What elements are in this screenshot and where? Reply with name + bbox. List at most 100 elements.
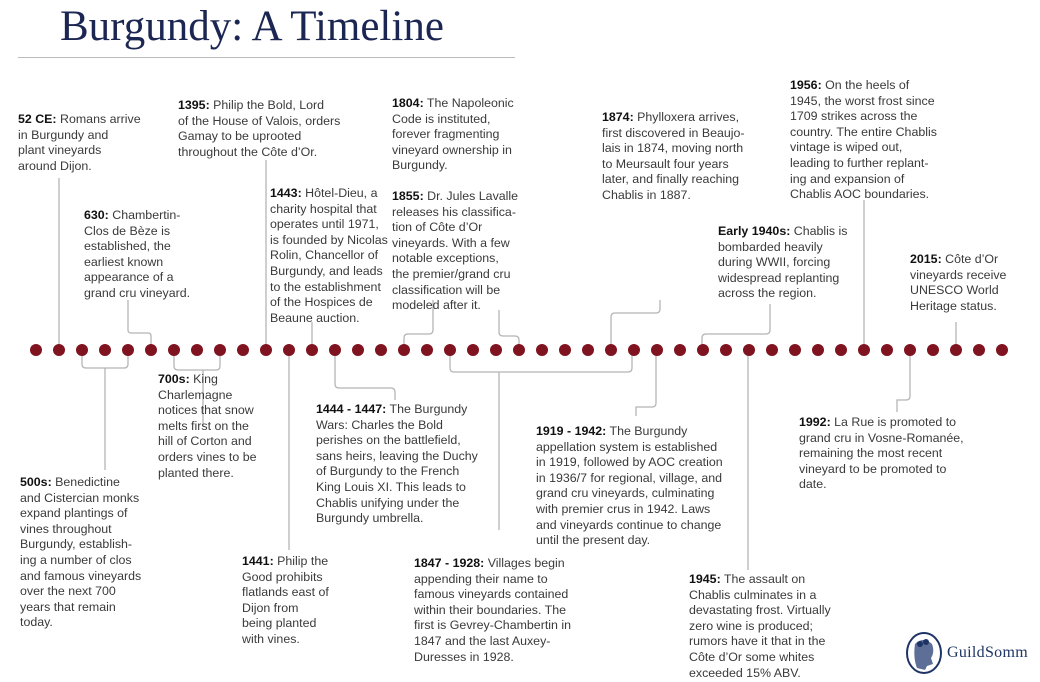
event-line: flatlands east of [242,585,329,600]
timeline-dot [214,344,226,356]
event-line: leading to further replant- [790,155,929,170]
event-line: appearance of a [84,270,174,285]
event-line: within their boundaries. The [414,602,566,617]
event-text: Côte d’Or [941,252,999,266]
event-date: 1804: [392,96,424,110]
connector-line [173,350,221,426]
event-52ce: 52 CE: Romans arrive in Burgundy and plant… [18,112,141,174]
event-date: 1847 - 1928: [414,556,485,570]
timeline-dot [881,344,893,356]
event-line: perishes on the battlefield, [316,433,461,448]
event-line: notices that snow [158,403,254,418]
timeline-dot [766,344,778,356]
event-text: The assault on [720,572,806,586]
event-line: 500s: Benedictine [20,475,141,491]
timeline-dot [973,344,985,356]
event-line: of the House of Valois, orders [178,113,341,128]
event-date: 700s: [158,372,190,386]
timeline-dot [352,344,364,356]
timeline-dot [628,344,640,356]
event-line: Early 1940s: Chablis is [718,224,848,240]
event-line: Code is instituted, [392,111,491,126]
timeline-dot [260,344,272,356]
event-line: devastating frost. Virtually [689,603,831,618]
timeline-dot [53,344,65,356]
timeline-dot [927,344,939,356]
event-line: with premier crus in 1942. Laws [536,501,711,516]
connector-line [403,300,434,350]
connector-line [334,350,396,400]
event-line: 1444 - 1447: The Burgundy [316,402,478,418]
event-line: appending their name to [414,571,548,586]
timeline-dot [237,344,249,356]
event-line: 2015: Côte d’Or [910,252,1006,268]
event-line: 1804: The Napoleonic [392,96,514,112]
event-line: grand cru vineyards, culminating [536,486,715,501]
event-line: 1709 strikes across the [790,109,918,124]
title-divider [18,57,515,58]
event-date: 630: [84,208,109,222]
timeline-dot [99,344,111,356]
event-line: grand cru vineyard. [84,285,191,300]
event-1443: 1443: Hôtel-Dieu, a charity hospital that… [270,186,388,326]
connector-line [896,350,911,412]
event-line: 52 CE: Romans arrive [18,112,141,128]
connector-line [701,304,771,350]
event-line: 1945, the worst frost since [790,93,935,108]
event-1804: 1804: The Napoleonic Code is instituted, f… [392,96,514,174]
connector-line [498,310,520,350]
event-line: bombarded heavily [718,239,823,254]
event-line: UNESCO World [910,283,999,298]
event-line: first is Gevrey-Chambertin in [414,618,571,633]
guildsomm-logo: GuildSomm [905,632,1028,674]
event-date: 1395: [178,98,210,112]
event-line: operates until 1971, [270,217,379,232]
event-text: Hôtel-Dieu, a [301,186,378,200]
event-line: Beaune auction. [270,310,360,325]
event-1855: 1855: Dr. Jules Lavalle releases his clas… [392,189,518,314]
timeline-dot [398,344,410,356]
event-line: 700s: King [158,372,257,388]
event-line: grand cru in Vosne-Romanée, [799,430,964,445]
event-line: Dijon from [242,600,299,615]
event-line: widespread replanting [718,270,840,285]
event-line: sans heirs, leaving the Duchy [316,448,478,463]
event-line: appellation system is established [536,439,718,454]
event-line: Rolin, Chancellor of [270,248,379,263]
event-text: The Burgundy [606,424,688,438]
event-text: Chablis is [790,224,848,238]
event-date: 1956: [790,78,822,92]
event-line: Burgundy, establish- [20,537,133,552]
timeline-dot [605,344,617,356]
event-line: planted there. [158,465,234,480]
timeline-dot [950,344,962,356]
event-line: date. [799,477,827,492]
event-line: 1847 - 1928: Villages begin [414,556,571,572]
timeline-dot [743,344,755,356]
event-line: country. The entire Chablis [790,124,937,139]
event-date: 1444 - 1447: [316,402,387,416]
event-line: notable exceptions, [392,251,499,266]
event-date: 1874: [602,110,634,124]
event-date: 1992: [799,415,831,429]
event-line: releases his classifica- [392,204,516,219]
timeline-dot [674,344,686,356]
event-date: 1443: [270,186,302,200]
event-line: vineyards receive [910,267,1007,282]
timeline-dot [283,344,295,356]
timeline-dot [490,344,502,356]
timeline-dot [444,344,456,356]
event-line: 1443: Hôtel-Dieu, a [270,186,388,202]
event-1441: 1441: Philip the Good prohibits flatlands … [242,554,329,648]
timeline-dot [306,344,318,356]
event-date: 1945: [689,572,721,586]
event-line: of the Hospices de [270,295,373,310]
event-line: Burgundy umbrella. [316,511,424,526]
event-line: 1847 and the last Auxey- [414,633,551,648]
event-line: lais in 1874, moving north [602,141,744,156]
event-line: 1919 - 1942: The Burgundy [536,424,723,440]
event-text: Philip the [273,554,329,568]
event-date: 52 CE: [18,112,57,126]
event-line: of Burgundy to the French [316,464,460,479]
